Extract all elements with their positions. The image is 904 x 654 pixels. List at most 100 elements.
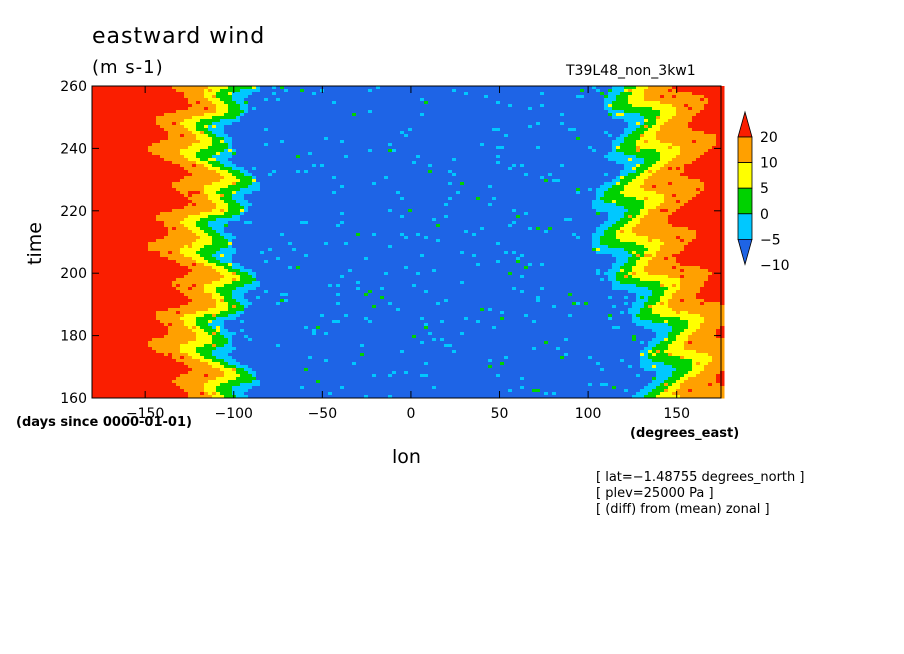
heatmap-cell: [404, 128, 409, 132]
heatmap-cell: [208, 131, 213, 135]
heatmap-cell: [612, 92, 617, 96]
heatmap-cell: [636, 155, 641, 159]
heatmap-cell: [420, 179, 425, 183]
heatmap-cell: [568, 143, 573, 147]
heatmap-cell: [116, 173, 121, 177]
heatmap-cell: [384, 101, 389, 105]
heatmap-cell: [428, 161, 433, 165]
heatmap-cell: [308, 116, 313, 120]
heatmap-cell: [664, 137, 669, 141]
heatmap-cell: [500, 122, 505, 126]
heatmap-cell: [420, 128, 425, 132]
heatmap-cell: [508, 86, 513, 90]
heatmap-cell: [508, 95, 513, 99]
heatmap-cell: [276, 95, 281, 99]
heatmap-cell: [200, 128, 205, 132]
heatmap-cell: [452, 149, 457, 153]
heatmap-cell: [188, 149, 193, 153]
heatmap-cell: [212, 86, 217, 90]
heatmap-cell: [368, 107, 373, 111]
heatmap-cell: [456, 95, 461, 99]
heatmap-cell: [648, 155, 653, 159]
heatmap-cell: [640, 137, 645, 141]
heatmap-cell: [328, 149, 333, 153]
heatmap-cell: [520, 137, 525, 141]
heatmap-cell: [368, 116, 373, 120]
heatmap-cell: [568, 158, 573, 162]
heatmap-cell: [372, 104, 377, 108]
heatmap-cell: [552, 164, 557, 168]
heatmap-cell: [448, 152, 453, 156]
heatmap-cell: [568, 155, 573, 159]
heatmap-cell: [396, 113, 401, 117]
heatmap-cell: [356, 176, 361, 180]
heatmap-cell: [104, 104, 109, 108]
heatmap-cell: [640, 143, 645, 147]
heatmap-cell: [136, 158, 141, 162]
heatmap-cell: [428, 158, 433, 162]
heatmap-cell: [272, 92, 277, 96]
heatmap-cell: [684, 89, 689, 93]
heatmap-cell: [520, 122, 525, 126]
heatmap-cell: [536, 149, 541, 153]
heatmap-cell: [300, 170, 305, 174]
heatmap-cell: [116, 131, 121, 135]
heatmap-cell: [676, 155, 681, 159]
heatmap-cell: [416, 176, 421, 180]
heatmap-cell: [656, 155, 661, 159]
heatmap-cell: [432, 152, 437, 156]
heatmap-cell: [644, 131, 649, 135]
heatmap-cell: [352, 170, 357, 174]
heatmap-cell: [412, 113, 417, 117]
heatmap-cell: [376, 149, 381, 153]
heatmap-cell: [256, 155, 261, 159]
heatmap-cell: [636, 128, 641, 132]
heatmap-cell: [400, 125, 405, 129]
heatmap-cell: [452, 131, 457, 135]
heatmap-cell: [396, 152, 401, 156]
heatmap-cell: [380, 167, 385, 171]
heatmap-cell: [592, 176, 597, 180]
heatmap-cell: [516, 122, 521, 126]
heatmap-cell: [504, 110, 509, 114]
heatmap-cell: [164, 146, 169, 150]
heatmap-cell: [412, 110, 417, 114]
heatmap-cell: [496, 134, 501, 138]
heatmap-cell: [172, 161, 177, 165]
heatmap-cell: [532, 176, 537, 180]
heatmap-cell: [424, 170, 429, 174]
heatmap-cell: [616, 149, 621, 153]
heatmap-cell: [496, 110, 501, 114]
heatmap-cell: [392, 98, 397, 102]
heatmap-cell: [460, 140, 465, 144]
heatmap-cell: [592, 155, 597, 159]
heatmap-cell: [140, 92, 145, 96]
heatmap-cell: [248, 113, 253, 117]
heatmap-cell: [180, 116, 185, 120]
heatmap-cell: [540, 158, 545, 162]
heatmap-cell: [544, 149, 549, 153]
heatmap-cell: [424, 119, 429, 123]
heatmap-cell: [640, 167, 645, 171]
heatmap-cell: [500, 113, 505, 117]
heatmap-cell: [600, 173, 605, 177]
heatmap-cell: [164, 143, 169, 147]
heatmap-cell: [392, 161, 397, 165]
heatmap-cell: [468, 104, 473, 108]
heatmap-cell: [432, 101, 437, 105]
heatmap-cell: [544, 95, 549, 99]
heatmap-cell: [392, 125, 397, 129]
heatmap-cell: [696, 122, 701, 126]
heatmap-cell: [232, 131, 237, 135]
heatmap-cell: [416, 158, 421, 162]
heatmap-cell: [676, 170, 681, 174]
heatmap-cell: [624, 140, 629, 144]
heatmap-cell: [104, 170, 109, 174]
heatmap-cell: [500, 98, 505, 102]
heatmap-cell: [544, 101, 549, 105]
heatmap-cell: [300, 92, 305, 96]
heatmap-cell: [688, 119, 693, 123]
heatmap-cell: [608, 158, 613, 162]
heatmap-cell: [340, 107, 345, 111]
heatmap-cell: [276, 92, 281, 96]
